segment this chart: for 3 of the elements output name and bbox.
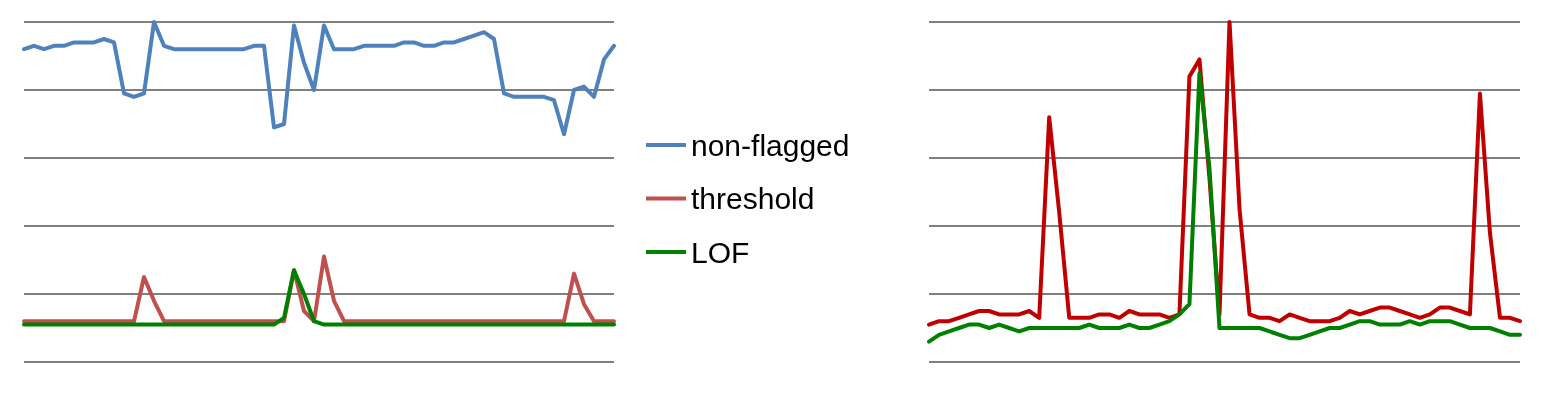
legend-label: LOF — [691, 235, 750, 269]
legend-label: threshold — [691, 182, 815, 215]
legend-label: non-flagged — [691, 128, 850, 162]
